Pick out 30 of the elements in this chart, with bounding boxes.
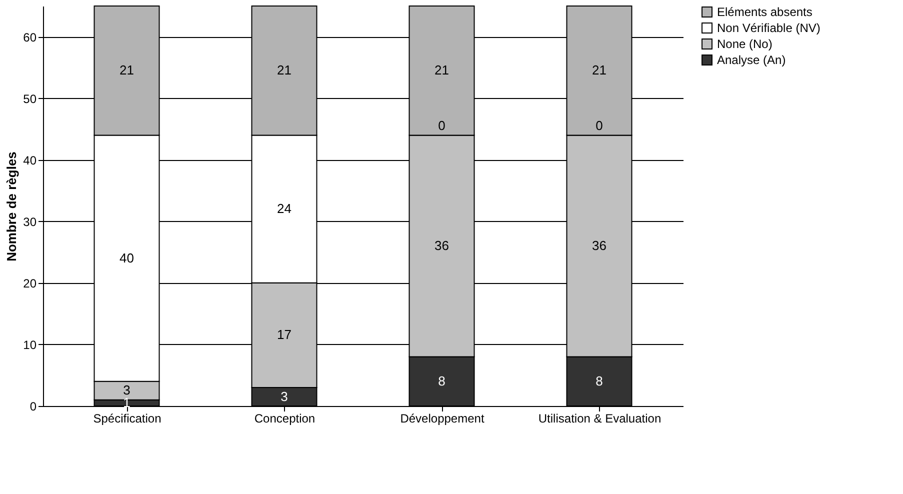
data-label: 17 [277,327,292,342]
x-tick-label: Conception [254,412,316,426]
x-tick-label: Spécification [93,412,162,426]
data-label: 3 [280,388,288,404]
data-label: 36 [434,238,449,253]
data-label: 8 [596,373,603,388]
legend-label: None (No) [717,37,772,51]
y-tick-label: 60 [23,30,37,44]
data-label: 8 [438,373,446,388]
x-tick-label: Développement [400,412,485,426]
legend-label: Eléments absents [717,5,812,19]
y-tick-label: 50 [23,92,37,106]
data-label: 36 [592,238,606,253]
y-tick-label: 10 [23,338,37,352]
y-axis-title: Nombre de règles [4,152,20,262]
y-tick-label: 40 [23,153,37,168]
data-label: 21 [277,62,292,78]
y-tick-label: 0 [30,400,37,414]
annotation: 0 [596,118,603,134]
legend-label: Analyse (An) [717,53,786,67]
legend-label: Non Vérifiable (NV) [717,21,820,35]
y-tick-label: 20 [23,276,37,290]
data-label: 21 [592,62,606,78]
y-tick-label: 30 [23,214,37,229]
data-label: 40 [120,250,134,266]
x-tick-label: Utilisation & Evaluation [538,412,662,426]
data-label: 24 [277,201,292,216]
data-label: 21 [434,62,449,78]
data-label: 21 [120,62,134,78]
annotation: 0 [438,118,446,134]
